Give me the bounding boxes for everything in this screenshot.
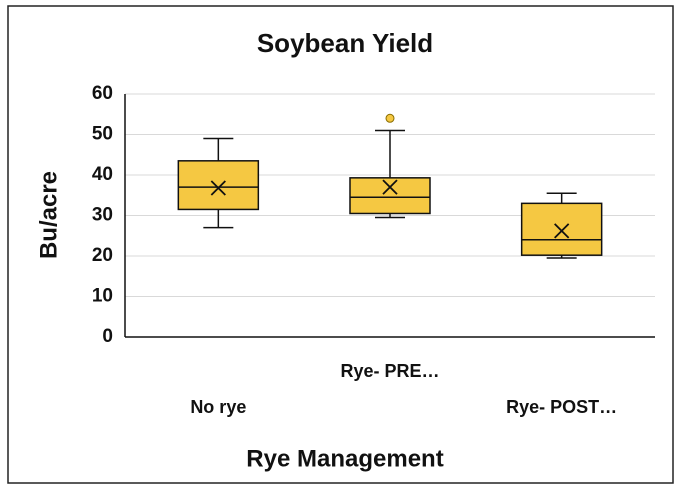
mean-marker <box>382 179 398 195</box>
x-axis-label: Rye Management <box>246 445 443 472</box>
y-tick-label: 10 <box>92 286 113 307</box>
y-tick-label: 50 <box>92 124 113 145</box>
x-tick-label: No rye <box>190 397 246 417</box>
y-tick-label: 40 <box>92 164 113 185</box>
box <box>177 160 260 211</box>
mean-marker <box>554 223 570 239</box>
chart-title: Soybean Yield <box>257 28 433 58</box>
box <box>520 202 603 256</box>
outlier <box>385 113 395 123</box>
y-tick-label: 60 <box>92 83 113 104</box>
y-axis-label: Bu/acre <box>35 171 62 259</box>
x-tick-label: Rye- PRE… <box>340 361 439 381</box>
y-tick-label: 30 <box>92 205 113 226</box>
x-tick-label: Rye- POST… <box>506 397 617 417</box>
y-tick-label: 0 <box>102 326 113 347</box>
y-tick-label: 20 <box>92 245 113 266</box>
mean-marker <box>210 180 226 196</box>
box <box>349 177 431 215</box>
